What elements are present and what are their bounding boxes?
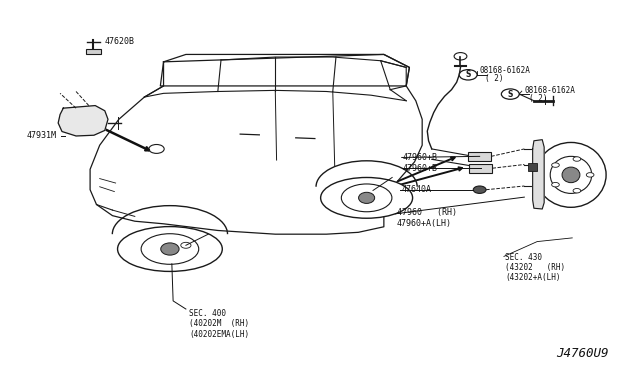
Text: S: S [508,90,513,99]
Ellipse shape [321,177,413,218]
Text: SEC. 430: SEC. 430 [505,253,542,262]
Text: 08168-6162A: 08168-6162A [479,66,531,75]
Circle shape [573,157,580,161]
Text: 47931M: 47931M [26,131,56,141]
Bar [527,163,537,171]
Polygon shape [58,106,108,136]
Ellipse shape [536,142,606,207]
Circle shape [552,182,559,187]
Text: 47960+B: 47960+B [403,164,438,173]
Ellipse shape [341,184,392,212]
Ellipse shape [161,243,179,255]
Ellipse shape [141,234,199,264]
Bar [468,152,491,161]
Circle shape [573,189,580,193]
Polygon shape [161,54,410,86]
Text: ( 2): ( 2) [529,94,548,103]
Circle shape [552,163,559,167]
Circle shape [586,173,594,177]
Text: S: S [465,70,471,79]
Text: (40202EMA(LH): (40202EMA(LH) [189,330,249,339]
Text: J4760U9: J4760U9 [556,347,609,360]
Text: (40202M  (RH): (40202M (RH) [189,320,249,328]
Text: 08168-6162A: 08168-6162A [524,86,575,95]
Text: ( 2): ( 2) [484,74,503,83]
Bar [469,164,492,173]
Text: (43202+A(LH): (43202+A(LH) [505,273,561,282]
Bar [86,48,101,54]
Circle shape [501,89,519,99]
Ellipse shape [550,156,592,193]
Ellipse shape [358,192,374,203]
Text: 47960+B: 47960+B [403,153,438,162]
Text: 47640A: 47640A [401,185,431,194]
Text: SEC. 400: SEC. 400 [189,309,226,318]
Circle shape [460,70,477,80]
Ellipse shape [118,227,222,272]
Polygon shape [532,140,544,209]
Text: (43202   (RH): (43202 (RH) [505,263,565,272]
Circle shape [473,186,486,193]
Polygon shape [90,54,422,234]
Text: 47960+A(LH): 47960+A(LH) [397,219,452,228]
Text: 47960   (RH): 47960 (RH) [397,208,456,217]
Ellipse shape [562,167,580,183]
Text: 47620B: 47620B [105,37,135,46]
